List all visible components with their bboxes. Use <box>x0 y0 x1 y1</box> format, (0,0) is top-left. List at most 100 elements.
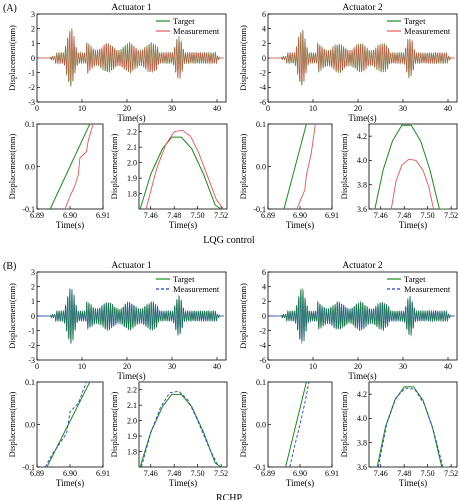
chart-0-4: 6.89 6.90 6.91 -0.1 0.0 0.1 Time(s) Displacemen… <box>238 120 339 230</box>
y-tick-label: 4.2 <box>357 132 367 141</box>
legend-target-label: Target <box>173 274 195 284</box>
x-tick-label: 6.90 <box>63 211 77 220</box>
measurement-series-line <box>64 124 94 209</box>
y-axis-label: Displacement(mm) <box>109 134 119 200</box>
x-tick-label: 0 <box>35 104 39 113</box>
x-tick-label: 7.48 <box>397 469 411 478</box>
x-tick-label: 6.89 <box>261 211 275 220</box>
plot-area <box>285 382 310 467</box>
panel-label: (B) <box>3 261 16 272</box>
measurement-series-line <box>46 29 221 87</box>
y-tick-label: 2.0 <box>127 416 137 425</box>
y-tick-label: 4 <box>262 24 266 33</box>
y-tick-label: 0.1 <box>256 378 266 387</box>
measurement-series-line <box>296 124 316 209</box>
x-tick-label: 7.52 <box>214 469 228 478</box>
plot-frame <box>267 123 333 210</box>
x-tick-label: 40 <box>444 362 452 371</box>
y-tick-label: 3 <box>31 10 35 19</box>
y-tick-label: -4 <box>259 83 266 92</box>
y-tick-label: 4.0 <box>357 414 367 423</box>
y-tick-label: 1.8 <box>127 189 137 198</box>
plot-area <box>139 390 222 467</box>
y-tick-label: 0.1 <box>256 120 266 129</box>
x-tick-label: 10 <box>78 362 86 371</box>
y-tick-label: 4.0 <box>357 156 367 165</box>
section-caption: RCHP <box>216 493 243 500</box>
y-tick-label: 0 <box>31 312 35 321</box>
chart-title: Actuator 2 <box>342 3 383 13</box>
y-tick-label: -3 <box>28 356 35 365</box>
chart-1-5: 7.46 7.48 7.50 7.52 3.6 3.8 4.0 4.2 Time(s) Displ… <box>339 381 458 488</box>
chart-1-2: 6.89 6.90 6.91 -0.1 0.0 0.1 Time(s) Displacemen… <box>7 378 110 488</box>
x-tick-label: 0 <box>266 104 270 113</box>
y-tick-label: 0 <box>262 54 266 63</box>
y-axis-label: Displacement(mm) <box>339 392 349 458</box>
y-tick-label: 2 <box>262 297 266 306</box>
x-tick-label: 6.89 <box>261 469 275 478</box>
x-tick-label: 6.89 <box>30 469 44 478</box>
y-tick-label: 0.0 <box>256 420 266 429</box>
y-axis-label: Displacement(mm) <box>238 283 248 349</box>
chart-0-5: 7.46 7.48 7.50 7.52 3.6 3.8 4.0 4.2 Time(s) Displ… <box>339 123 458 230</box>
y-tick-label: 0.0 <box>256 162 266 171</box>
y-axis-label: Displacement(mm) <box>238 392 248 458</box>
y-tick-label: -0.1 <box>22 205 35 214</box>
x-tick-label: 20 <box>354 362 362 371</box>
x-axis-label: Time(s) <box>56 220 84 230</box>
x-tick-label: 20 <box>123 104 131 113</box>
measurement-series-line <box>377 387 444 467</box>
plot-frame <box>368 381 458 468</box>
y-tick-label: 2.2 <box>127 128 137 137</box>
y-tick-label: -6 <box>259 98 266 107</box>
x-tick-label: 6.90 <box>293 211 307 220</box>
y-tick-label: -1 <box>28 68 35 77</box>
y-tick-label: 2.2 <box>127 386 137 395</box>
y-tick-label: 1.8 <box>127 447 137 456</box>
y-axis-label: Displacement(mm) <box>7 25 17 91</box>
legend-target-label: Target <box>173 16 195 26</box>
legend-measurement-label: Measurement <box>404 284 451 294</box>
x-axis-label: Time(s) <box>117 113 145 123</box>
x-tick-label: 7.46 <box>374 469 388 478</box>
chart-1-3: 7.46 7.48 7.50 7.52 1.8 1.9 2.0 2.1 2.2 Time(s) Di… <box>109 381 228 488</box>
x-tick-label: 30 <box>399 362 407 371</box>
x-tick-label: 40 <box>213 362 221 371</box>
y-tick-label: 2.1 <box>127 143 137 152</box>
chart-title: Actuator 2 <box>342 261 383 271</box>
x-tick-label: 30 <box>168 362 176 371</box>
y-tick-label: -6 <box>259 356 266 365</box>
y-tick-label: 2.1 <box>127 401 137 410</box>
legend-measurement-label: Measurement <box>173 26 220 36</box>
x-tick-label: 7.50 <box>191 211 205 220</box>
plot-area <box>38 28 224 87</box>
x-tick-label: 0 <box>35 362 39 371</box>
panel-label: (A) <box>3 3 17 14</box>
x-axis-label: Time(s) <box>169 478 197 488</box>
plot-frame <box>267 381 333 468</box>
y-axis-label: Displacement(mm) <box>109 392 119 458</box>
x-tick-label: 40 <box>213 104 221 113</box>
plot-area <box>44 382 91 467</box>
x-tick-label: 10 <box>309 362 317 371</box>
plot-frame <box>368 123 458 210</box>
plot-frame <box>138 381 228 468</box>
x-tick-label: 7.52 <box>214 211 228 220</box>
y-tick-label: -0.1 <box>253 205 266 214</box>
x-tick-label: 6.90 <box>63 469 77 478</box>
x-tick-label: 40 <box>444 104 452 113</box>
y-tick-label: 3.8 <box>357 181 367 190</box>
plot-area <box>269 288 455 345</box>
x-axis-label: Time(s) <box>117 371 145 381</box>
x-tick-label: 7.48 <box>167 469 181 478</box>
y-tick-label: -4 <box>259 341 266 350</box>
x-tick-label: 6.90 <box>293 469 307 478</box>
y-tick-label: 4 <box>262 282 266 291</box>
x-tick-label: 0 <box>266 362 270 371</box>
x-tick-label: 6.91 <box>96 211 110 220</box>
plot-area <box>376 386 449 467</box>
target-series-line <box>139 136 222 209</box>
measurement-series-line <box>289 382 310 467</box>
y-tick-label: -3 <box>28 98 35 107</box>
